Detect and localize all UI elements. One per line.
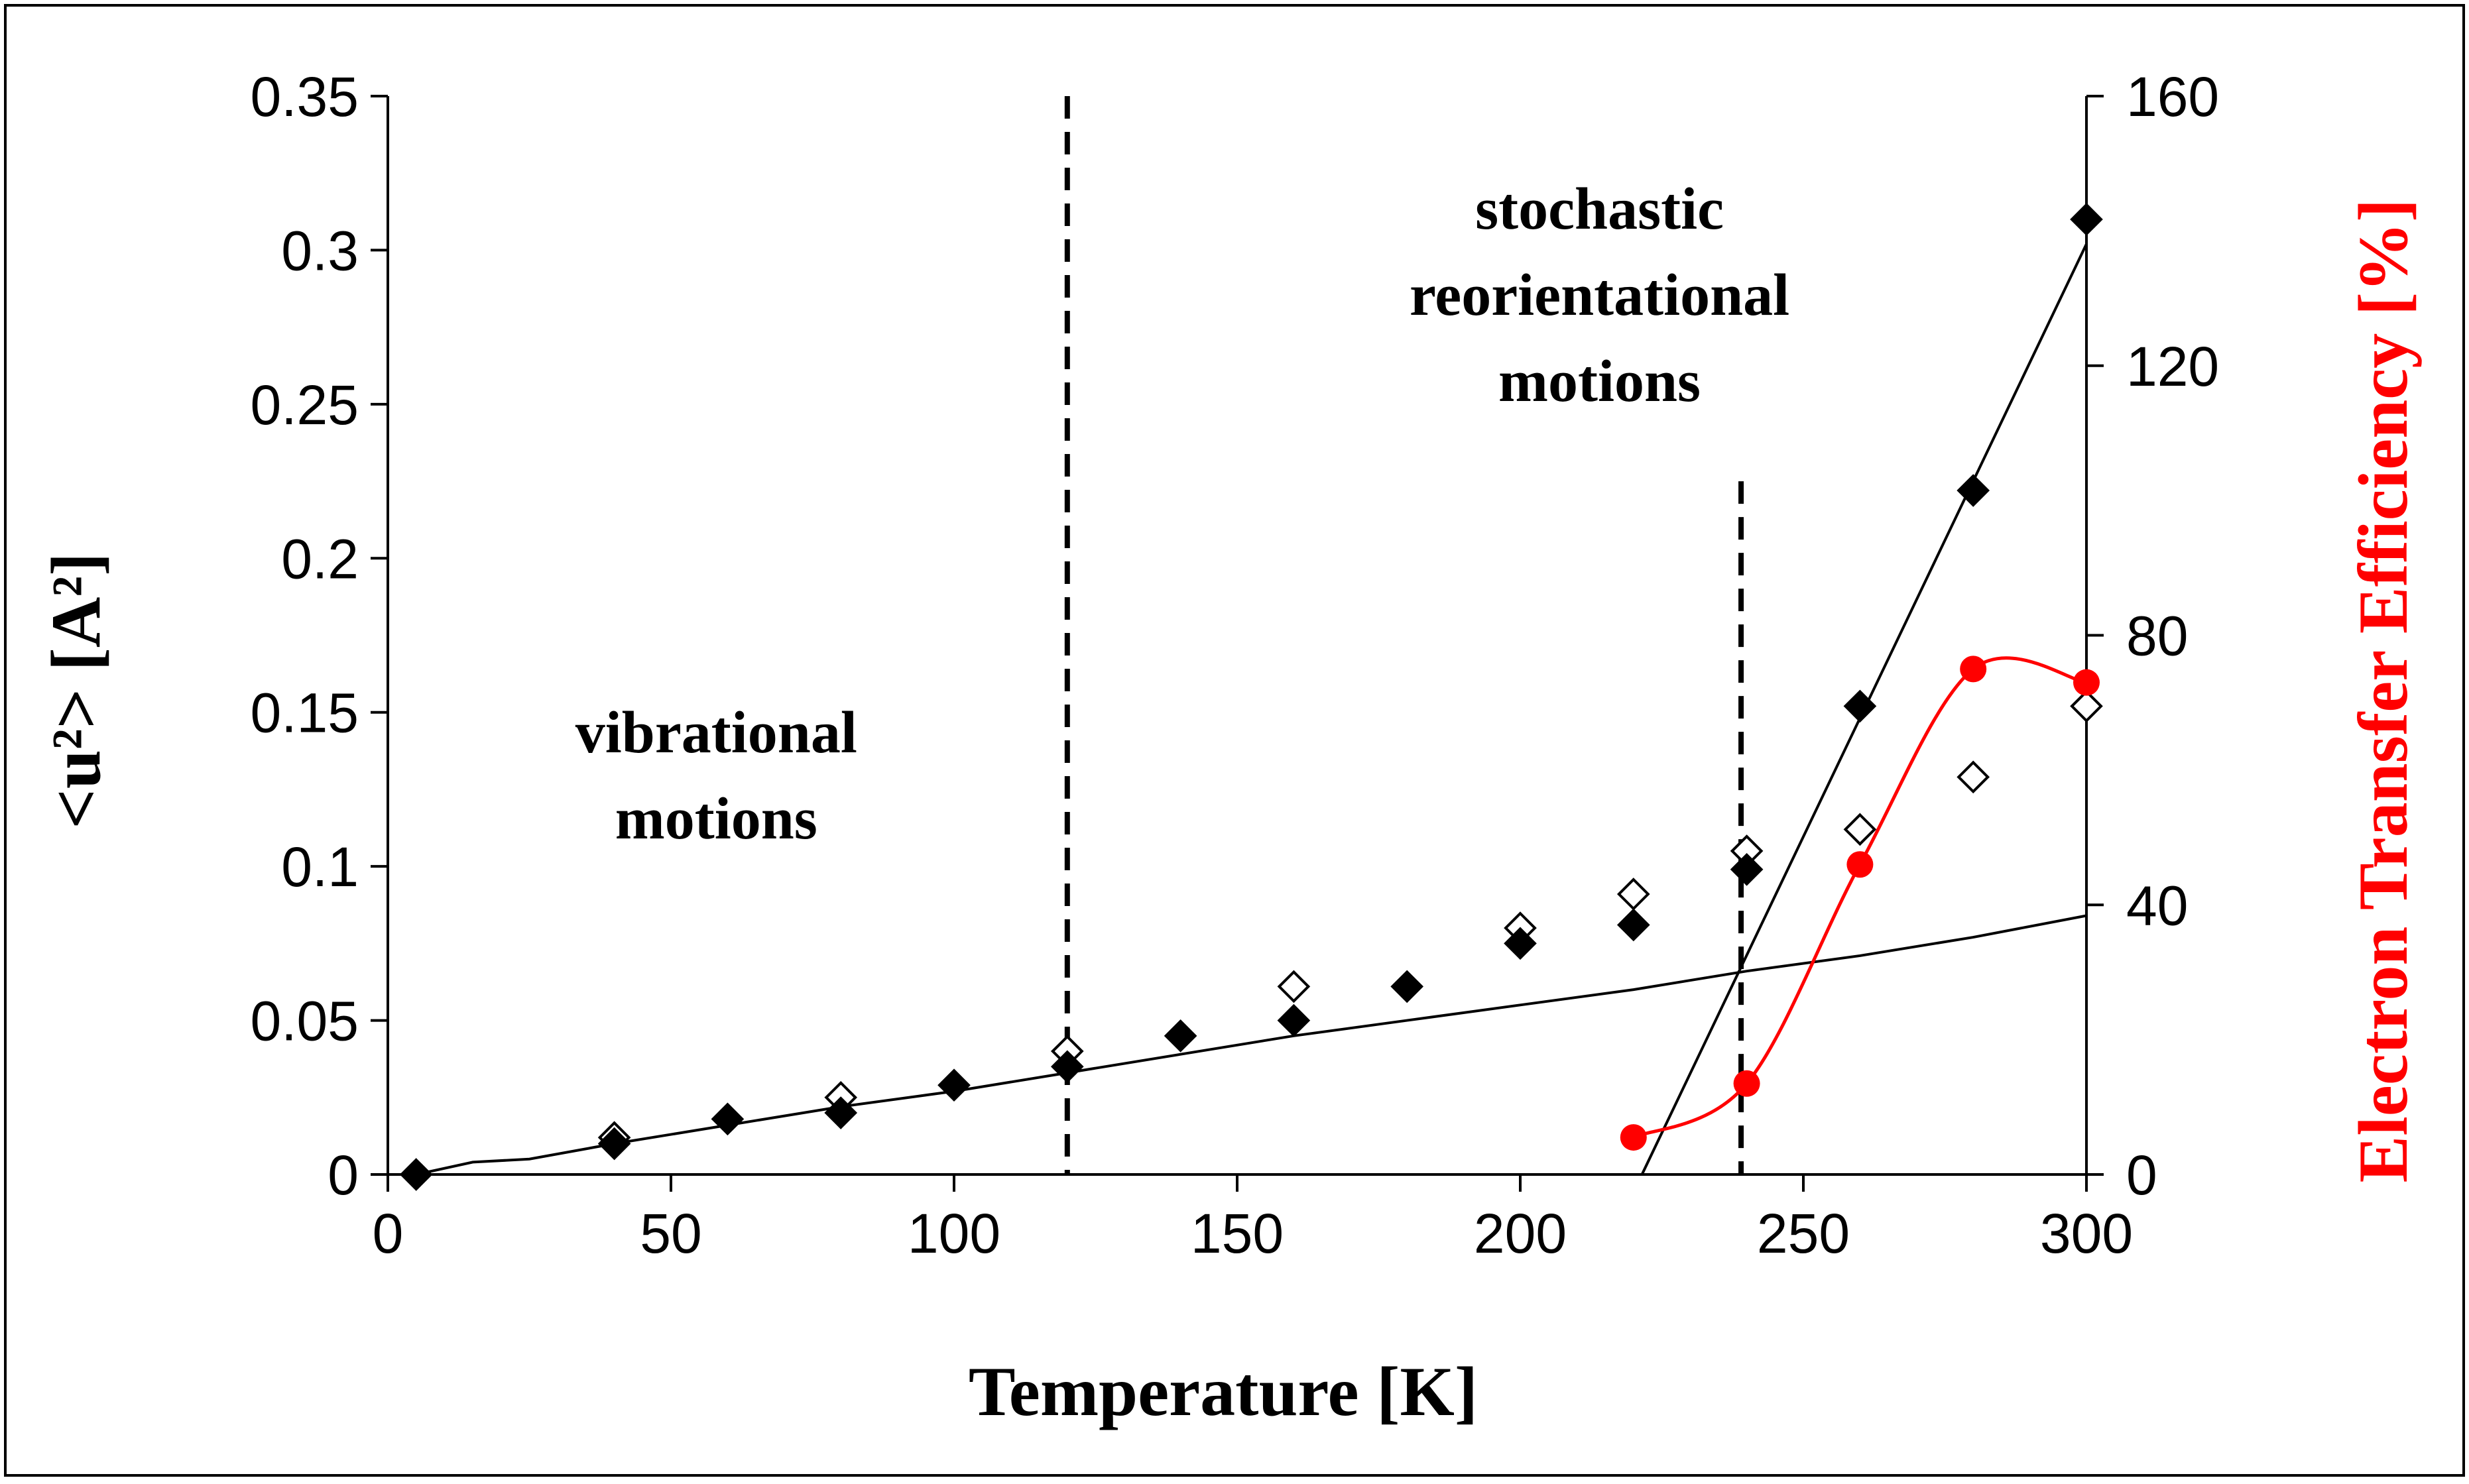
filled-diamond-point [711,1102,745,1136]
annotation-line: reorientational [1410,262,1789,328]
filled-diamond-point [1957,474,1990,507]
x-tick-label: 300 [2040,1202,2133,1265]
filled-diamond-point [1277,1003,1311,1037]
tick-labels: 0 50 100 150 200 250 30000.050.10.150.20.250.3… [251,66,2220,1265]
filled-diamond-point [2070,203,2103,236]
filled-diamond-point [824,1096,858,1129]
outer-border [4,4,2465,1477]
annotation-line: motions [615,786,817,852]
annotation-line: stochastic [1475,176,1724,242]
filled-diamond-point [1504,927,1537,960]
data-marks [399,203,2103,1191]
annotation-stochastic: stochastic reorientational motions [1410,176,1789,414]
open-diamond-point [1957,760,1990,794]
filled-diamond-point [937,1068,971,1102]
y-left-tick-label: 0 [328,1144,359,1206]
filled-diamond-point [399,1158,433,1191]
x-tick-label: 100 [908,1202,1000,1265]
x-tick-label: 150 [1191,1202,1284,1265]
annotation-line: motions [1498,349,1701,414]
filled-diamond-point [1730,852,1764,886]
axes [371,95,2104,1192]
open-diamond-point [1843,813,1877,846]
y-right-tick-label: 160 [2126,66,2219,128]
open-diamond-point [2070,689,2103,723]
x-tick-label: 50 [640,1202,701,1265]
x-tick-label: 0 [373,1202,404,1265]
open-diamond-point [1277,970,1311,1003]
y-axis-title-left: <u²> [A²] [37,553,115,829]
filled-diamond-point [1843,689,1877,723]
y-left-tick-label: 0.3 [281,219,359,282]
y-left-tick-label: 0.15 [251,682,359,744]
y-right-tick-label: 80 [2126,605,2188,667]
y-left-tick-label: 0.35 [251,66,359,128]
x-tick-label: 250 [1757,1202,1850,1265]
efficiency-point [1846,851,1874,878]
filled-diamond-point [1616,908,1650,942]
filled-diamond-point [597,1127,631,1161]
y-left-tick-label: 0.05 [251,990,359,1053]
filled-diamond-point [1164,1019,1197,1053]
filled-diamond-point [1390,970,1424,1003]
efficiency-point [1960,656,1987,683]
filled-diamond-point [1050,1050,1084,1084]
y-left-tick-label: 0.2 [281,528,359,590]
annotations: vibrational motions stochastic reorientatio… [575,176,1789,852]
efficiency-point [1620,1124,1647,1151]
y-axis-title-right: Electron Transfer Efficiency [%] [2344,199,2422,1183]
y-left-tick-label: 0.1 [281,836,359,898]
y-right-tick-label: 0 [2126,1144,2157,1206]
y-right-tick-label: 120 [2126,335,2219,398]
y-right-tick-label: 40 [2126,874,2188,937]
x-axis-title: Temperature [K] [969,1353,1478,1430]
x-tick-label: 200 [1474,1202,1567,1265]
fit-line [416,914,2087,1176]
annotation-line: vibrational [575,700,857,766]
efficiency-point [2073,669,2100,696]
annotation-vibrational: vibrational motions [575,700,857,852]
y-axis-title-left-text: <u²> [A²] [37,553,115,829]
y-left-tick-label: 0.25 [251,374,359,436]
efficiency-point [1733,1070,1760,1097]
